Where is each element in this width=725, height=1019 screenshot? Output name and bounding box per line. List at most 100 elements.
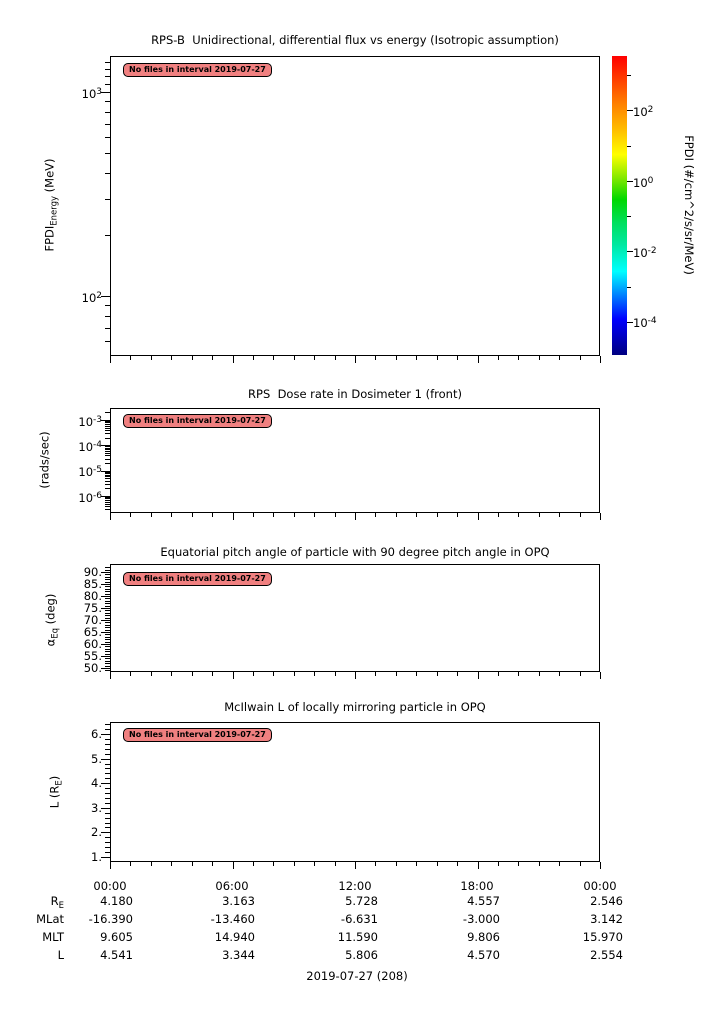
tick-mark <box>105 509 110 511</box>
y-tick-label: 10-3 <box>78 415 102 429</box>
tick-mark <box>191 513 193 517</box>
tick-mark <box>105 610 110 612</box>
tick-mark <box>518 356 520 360</box>
colorbar-tick-label: 100 <box>633 176 654 190</box>
tick-mark <box>538 672 540 676</box>
tick-mark <box>579 672 581 676</box>
ephemeris-value: 11.590 <box>337 930 378 944</box>
tick-mark <box>105 627 110 629</box>
tick-mark <box>355 513 356 520</box>
tick-mark <box>105 480 110 482</box>
tick-mark <box>212 513 214 517</box>
tick-mark <box>105 488 110 490</box>
ephemeris-value: 15.970 <box>582 930 623 944</box>
tick-mark <box>105 586 110 588</box>
tick-mark <box>101 656 110 657</box>
tick-mark <box>105 581 110 583</box>
tick-mark <box>559 862 561 866</box>
ephemeris-value: -6.631 <box>340 912 378 926</box>
tick-mark <box>105 793 110 795</box>
tick-mark <box>105 591 110 593</box>
tick-mark <box>232 672 234 679</box>
tick-mark <box>627 180 633 182</box>
tick-mark <box>416 672 418 676</box>
tick-mark <box>457 672 459 676</box>
tick-mark <box>559 672 561 676</box>
tick-mark <box>105 505 110 507</box>
tick-mark <box>105 341 110 343</box>
ephemeris-value: 9.605 <box>100 930 133 944</box>
tick-mark <box>105 817 110 819</box>
tick-mark <box>150 862 152 866</box>
ephemeris-value: 3.344 <box>222 948 255 962</box>
tick-mark <box>252 672 254 676</box>
tick-mark <box>497 513 499 517</box>
tick-mark <box>101 632 110 633</box>
y-tick-label: 4. <box>91 776 102 790</box>
tick-mark <box>105 499 110 501</box>
no-files-badge: No files in interval 2019-07-27 <box>123 414 272 428</box>
tick-mark <box>355 672 356 679</box>
tick-mark <box>110 862 111 869</box>
y-tick-label: 6. <box>91 727 102 741</box>
tick-mark <box>105 433 110 435</box>
ephemeris-value: 4.570 <box>467 948 500 962</box>
tick-mark <box>105 422 110 424</box>
tick-mark <box>579 862 581 866</box>
ephemeris-value: 4.541 <box>100 948 133 962</box>
y-tick-label: 60. <box>83 637 102 651</box>
tick-mark <box>559 356 561 360</box>
tick-mark <box>101 832 110 834</box>
ephemeris-row-label: MLat <box>36 912 64 926</box>
tick-mark <box>110 672 111 679</box>
tick-mark <box>314 356 316 360</box>
tick-mark <box>105 437 110 439</box>
tick-mark <box>105 427 110 429</box>
tick-mark <box>105 665 110 667</box>
y-tick-label: 102 <box>81 291 102 305</box>
tick-mark <box>105 455 110 457</box>
tick-mark <box>105 743 110 745</box>
x-tick-label: 12:00 <box>338 879 372 893</box>
tick-mark <box>105 636 110 638</box>
y-tick-label: 80. <box>83 589 102 603</box>
colorbar-axis-label: FPDI (#/cm^2/s/sr/MeV) <box>682 135 696 275</box>
tick-mark <box>105 101 110 103</box>
tick-mark <box>538 513 540 517</box>
tick-mark <box>105 588 110 590</box>
tick-mark <box>101 758 110 760</box>
tick-mark <box>375 356 377 360</box>
x-tick-label: 06:00 <box>215 879 249 893</box>
tick-mark <box>477 513 479 520</box>
y-tick-label: 75. <box>83 601 102 615</box>
tick-mark <box>105 634 110 636</box>
tick-mark <box>314 862 316 866</box>
flux-panel-title: RPS-B Unidirectional, differential flux … <box>151 33 559 47</box>
tick-mark <box>273 672 275 676</box>
tick-mark <box>334 672 336 676</box>
tick-mark <box>105 827 110 829</box>
tick-mark <box>105 622 110 624</box>
tick-mark <box>171 672 173 676</box>
tick-mark <box>105 653 110 655</box>
tick-mark <box>101 620 110 621</box>
tick-mark <box>334 513 336 517</box>
tick-mark <box>395 862 397 866</box>
tick-mark <box>105 603 110 605</box>
tick-mark <box>212 862 214 866</box>
y-tick-label: 70. <box>83 613 102 627</box>
tick-mark <box>105 763 110 765</box>
ephemeris-value: -3.000 <box>462 912 500 926</box>
tick-mark <box>105 471 110 473</box>
tick-mark <box>105 598 110 600</box>
tick-mark <box>105 663 110 665</box>
ephemeris-row-label: MLT <box>42 930 64 944</box>
tick-mark <box>395 672 397 676</box>
tick-mark <box>232 513 234 520</box>
tick-mark <box>101 783 110 785</box>
tick-mark <box>252 862 254 866</box>
tick-mark <box>600 672 601 679</box>
tick-mark <box>436 356 438 360</box>
tick-mark <box>101 644 110 645</box>
tick-mark <box>105 788 110 790</box>
